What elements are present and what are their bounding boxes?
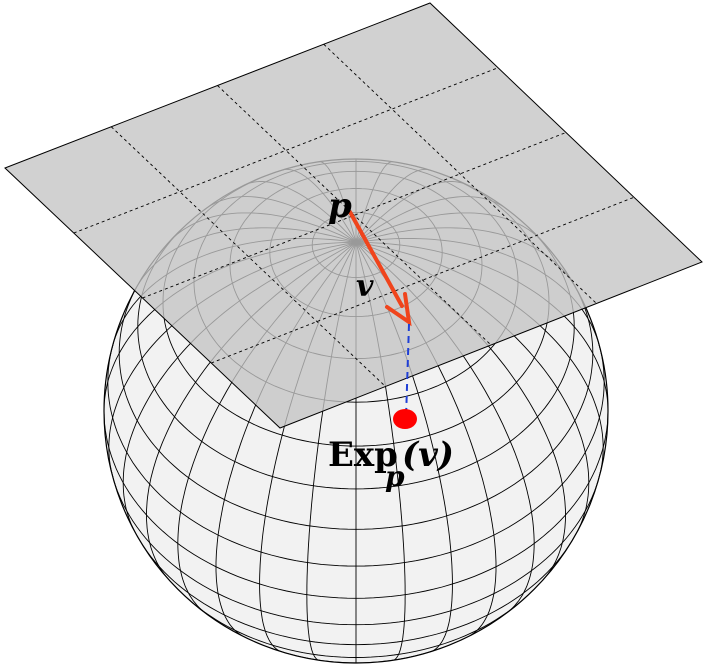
exp-label-subscript: p [385, 460, 405, 493]
tangent-plane-grid-line [110, 126, 386, 387]
exp-label-argument: (v) [402, 435, 454, 475]
tangent-plane-grid-line [142, 132, 567, 299]
sphere-parallel [183, 594, 529, 658]
tangent-vector-shaft [348, 210, 404, 308]
sphere-parallel [271, 647, 441, 663]
sphere-parallel [104, 410, 608, 599]
sphere-parallel [118, 281, 594, 530]
tangent-plane-grid-line [73, 67, 499, 234]
exp-point-marker [393, 409, 417, 429]
sphere-parallel [111, 472, 601, 626]
sphere-parallel [137, 217, 575, 490]
exp-label-main: Exp [328, 435, 398, 475]
tangent-vector-arrowhead [385, 292, 412, 327]
tangent-plane-grid-line [211, 196, 635, 364]
projection-line [405, 323, 410, 419]
tangent-plane-grid [73, 43, 635, 387]
tangent-plane-grid-line [217, 85, 492, 346]
point-p-label: p [328, 186, 352, 226]
vector-v-label: v [356, 269, 374, 304]
sphere-parallel [136, 534, 576, 646]
tangent-plane-grid-line [323, 43, 597, 304]
sphere-parallel [107, 343, 605, 567]
